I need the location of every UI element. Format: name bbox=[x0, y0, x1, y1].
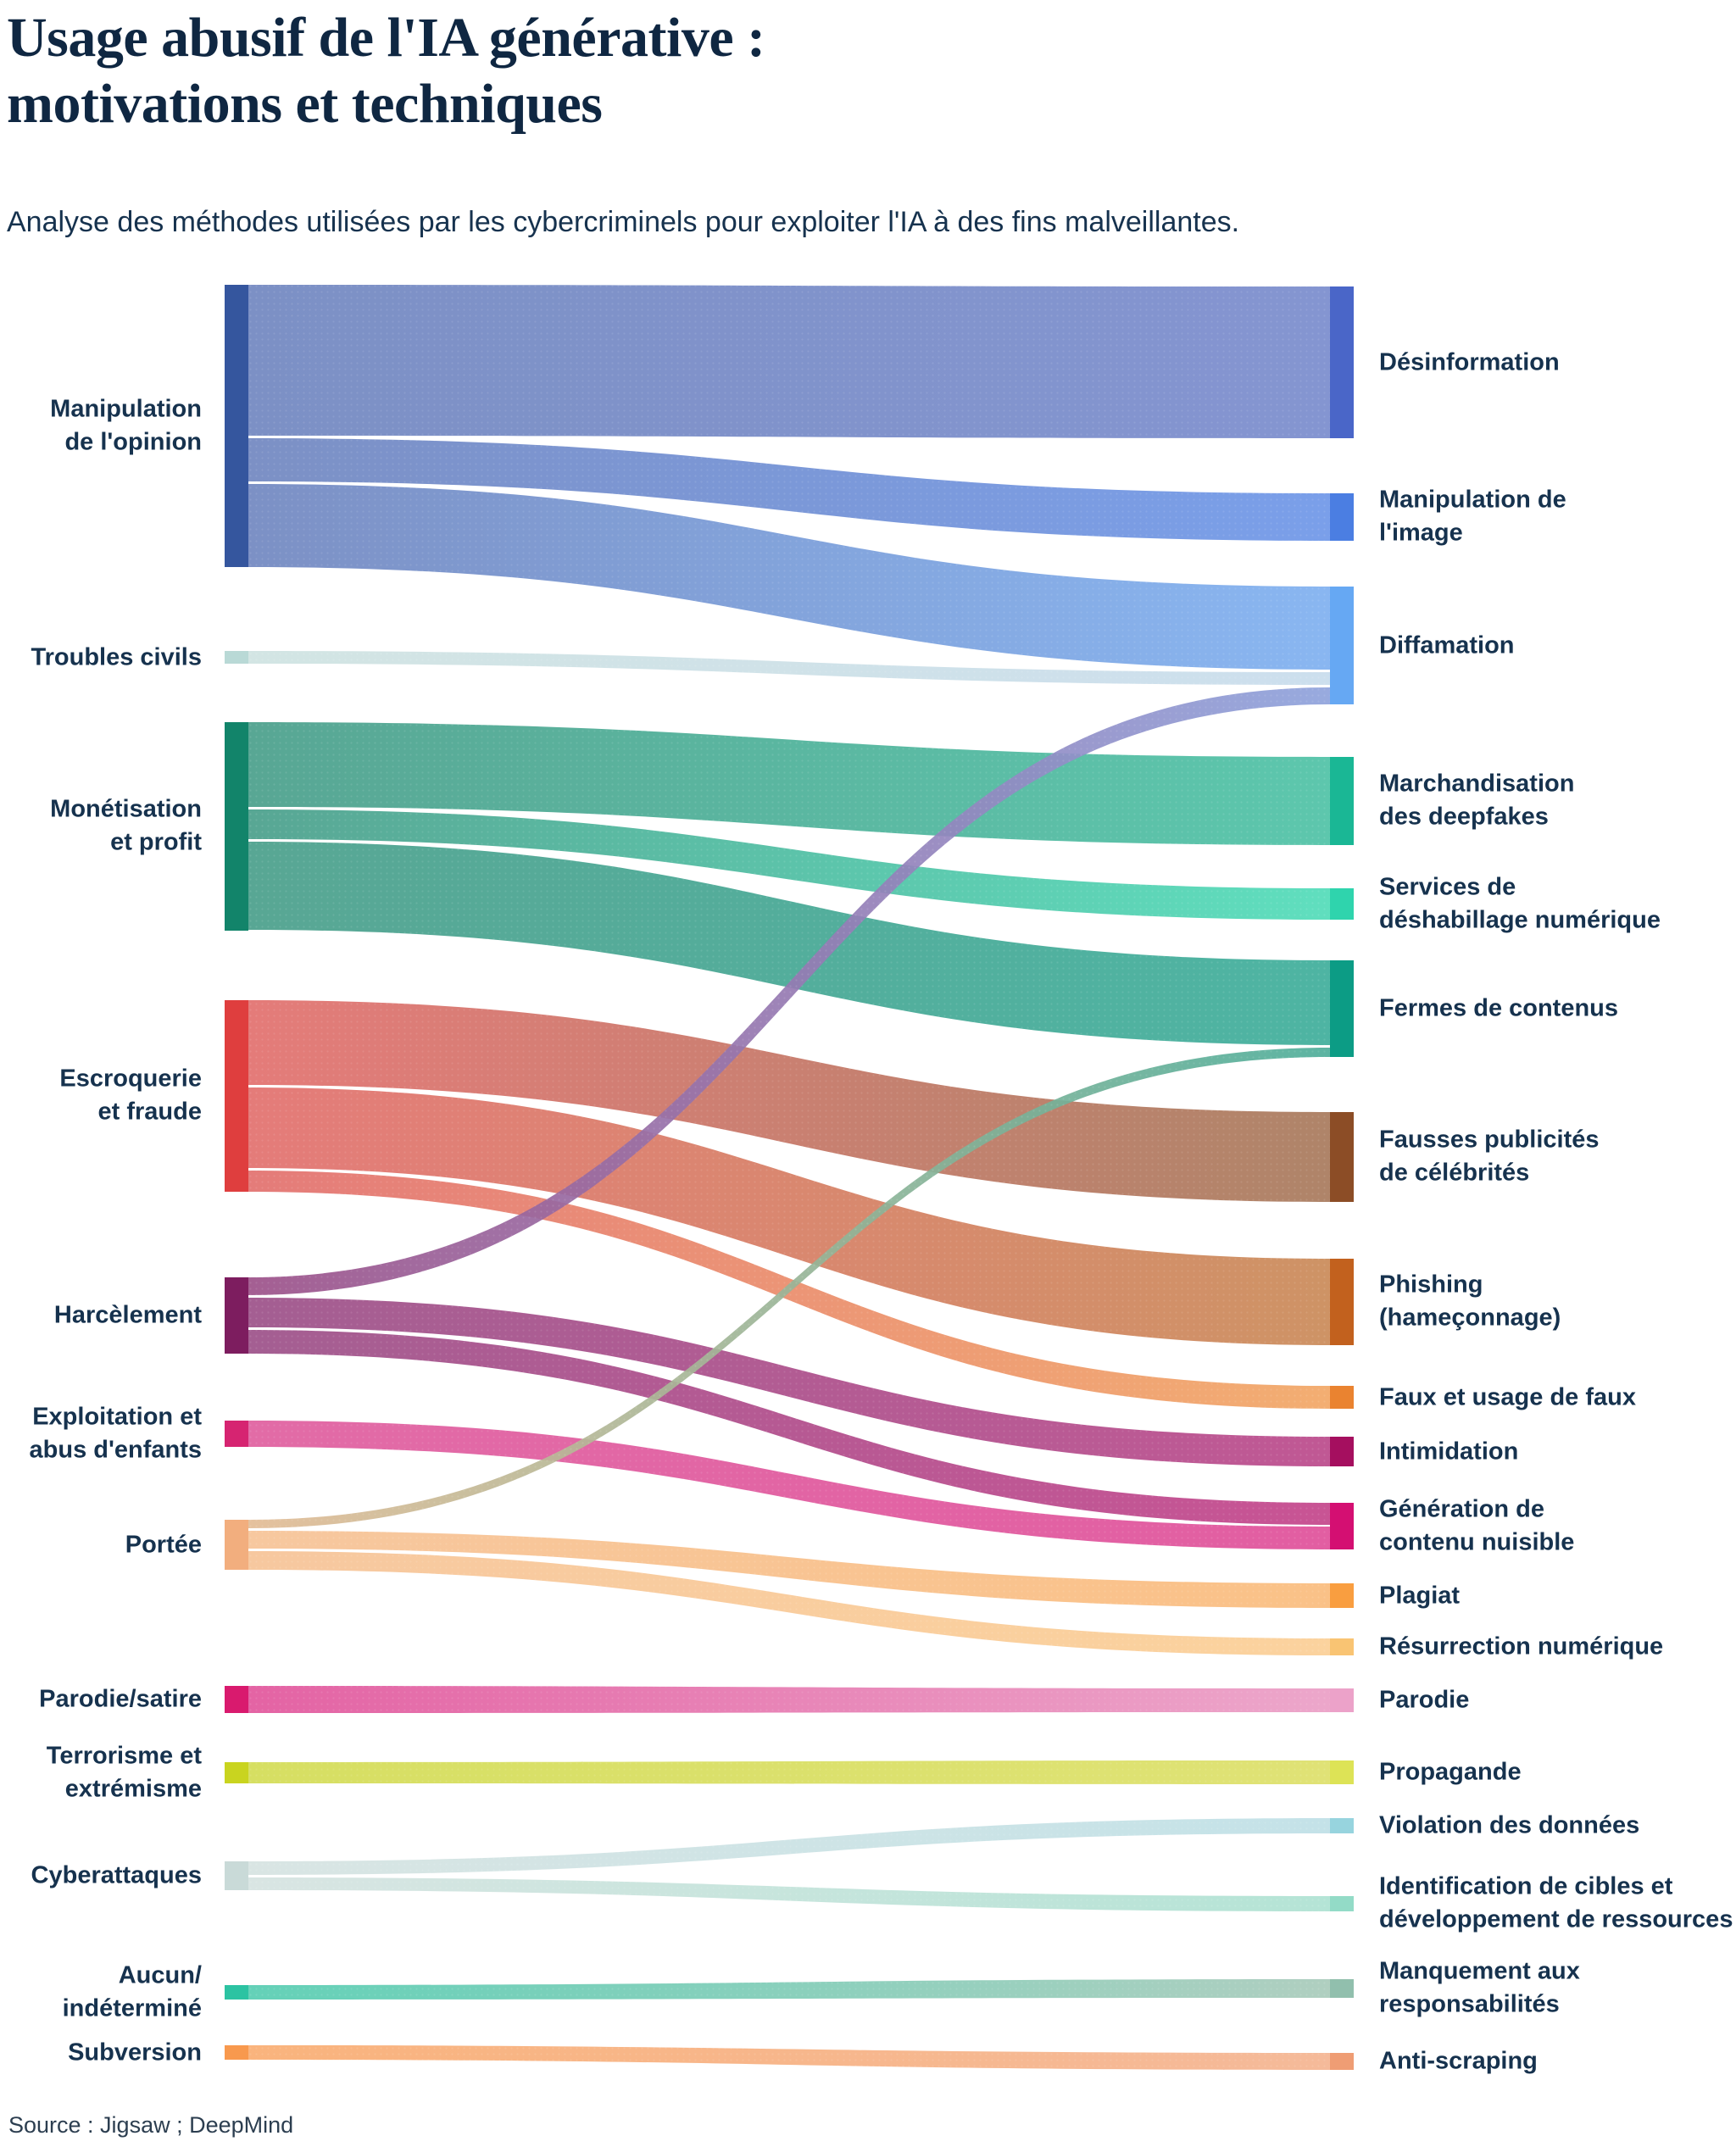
node-aucun bbox=[225, 1985, 248, 2000]
node-label-violation-donnees: Violation des données bbox=[1379, 1811, 1640, 1839]
node-fausses-pub bbox=[1330, 1112, 1354, 1202]
node-label-diffamation: Diffamation bbox=[1379, 631, 1515, 659]
node-subversion bbox=[225, 2045, 248, 2060]
node-label-terrorisme: Terrorisme et extrémisme bbox=[46, 1742, 202, 1803]
node-label-subversion: Subversion bbox=[68, 2038, 202, 2066]
node-manipulation-opinion bbox=[225, 285, 248, 567]
node-harcelement bbox=[225, 1277, 248, 1354]
node-label-fausses-pub: Fausses publicités de célébrités bbox=[1379, 1126, 1600, 1187]
node-label-phishing: Phishing (hameçonnage) bbox=[1379, 1271, 1561, 1332]
node-violation-donnees bbox=[1330, 1818, 1354, 1833]
node-label-faux: Faux et usage de faux bbox=[1379, 1382, 1636, 1410]
flow-texture bbox=[248, 1686, 1330, 1713]
flow-texture bbox=[248, 484, 1330, 670]
flow-texture bbox=[248, 1877, 1330, 1911]
flow-texture bbox=[248, 722, 1330, 845]
node-parodie bbox=[1330, 1688, 1354, 1712]
node-label-cyberattaques: Cyberattaques bbox=[31, 1861, 202, 1889]
node-cyberattaques bbox=[225, 1861, 248, 1890]
node-label-fermes: Fermes de contenus bbox=[1379, 994, 1619, 1022]
node-label-manquement: Manquement aux responsabilités bbox=[1379, 1957, 1580, 2018]
node-generation-nuisible bbox=[1330, 1503, 1354, 1549]
flow-texture bbox=[248, 687, 1330, 1295]
node-faux bbox=[1330, 1386, 1354, 1409]
node-phishing bbox=[1330, 1259, 1354, 1345]
flow-texture bbox=[248, 1087, 1330, 1345]
node-label-desinformation: Désinformation bbox=[1379, 348, 1560, 375]
flow-texture bbox=[248, 1979, 1330, 2000]
node-desinformation bbox=[1330, 286, 1354, 438]
node-fermes bbox=[1330, 960, 1354, 1057]
node-label-manipulation-opinion: Manipulation de l'opinion bbox=[50, 395, 202, 456]
flow-texture bbox=[248, 1421, 1330, 1549]
node-label-plagiat: Plagiat bbox=[1379, 1581, 1461, 1609]
flow-texture bbox=[248, 1531, 1330, 1608]
node-label-aucun: Aucun/ indéterminé bbox=[62, 1961, 202, 2022]
node-label-troubles-civils: Troubles civils bbox=[31, 642, 202, 670]
node-propagande bbox=[1330, 1760, 1354, 1784]
node-terrorisme bbox=[225, 1762, 248, 1783]
node-label-parodie: Parodie bbox=[1379, 1686, 1470, 1714]
node-label-intimidation: Intimidation bbox=[1379, 1437, 1519, 1465]
node-label-harcelement: Harcèlement bbox=[53, 1301, 202, 1329]
node-intimidation bbox=[1330, 1437, 1354, 1466]
node-label-resurrection: Résurrection numérique bbox=[1379, 1632, 1664, 1660]
node-anti-scraping bbox=[1330, 2053, 1354, 2070]
node-parodie-satire bbox=[225, 1686, 248, 1713]
page-subtitle: Analyse des méthodes utilisées par les c… bbox=[7, 206, 1240, 238]
node-portee bbox=[225, 1520, 248, 1570]
flow-texture bbox=[248, 438, 1330, 541]
node-identification-cibles bbox=[1330, 1896, 1354, 1911]
flow-texture bbox=[248, 809, 1330, 920]
node-label-deshabillage: Services de déshabillage numérique bbox=[1379, 873, 1661, 934]
flow-texture bbox=[248, 1000, 1330, 1202]
page-title: Usage abusif de l'IA générative : motivat… bbox=[7, 5, 765, 137]
title-line-2: motivations et techniques bbox=[7, 72, 603, 135]
node-label-exploitation-enfants: Exploitation et abus d'enfants bbox=[29, 1403, 202, 1464]
node-exploitation-enfants bbox=[225, 1421, 248, 1447]
node-resurrection bbox=[1330, 1638, 1354, 1655]
node-marchandisation bbox=[1330, 757, 1354, 845]
node-label-anti-scraping: Anti-scraping bbox=[1379, 2047, 1538, 2075]
node-label-portee: Portée bbox=[125, 1530, 202, 1558]
node-manip-image bbox=[1330, 493, 1354, 541]
node-label-generation-nuisible: Génération de contenu nuisible bbox=[1379, 1495, 1575, 1556]
flow-texture bbox=[248, 1298, 1330, 1466]
flow-texture bbox=[248, 1330, 1330, 1525]
node-label-propagande: Propagande bbox=[1379, 1758, 1522, 1786]
node-escroquerie bbox=[225, 1000, 248, 1192]
source-attribution: Source : Jigsaw ; DeepMind bbox=[8, 2112, 294, 2138]
flow-texture bbox=[248, 1048, 1330, 1528]
node-manquement bbox=[1330, 1979, 1354, 1998]
flow-texture bbox=[248, 1551, 1330, 1655]
node-label-escroquerie: Escroquerie et fraude bbox=[59, 1065, 202, 1126]
flow-texture bbox=[248, 2045, 1330, 2070]
flow-texture bbox=[248, 285, 1330, 438]
node-deshabillage bbox=[1330, 888, 1354, 920]
node-plagiat bbox=[1330, 1583, 1354, 1608]
node-label-manip-image: Manipulation de l'image bbox=[1379, 486, 1566, 547]
node-label-identification-cibles: Identification de cibles et développemen… bbox=[1379, 1872, 1733, 1933]
node-troubles-civils bbox=[225, 651, 248, 664]
node-diffamation bbox=[1330, 587, 1354, 704]
title-line-1: Usage abusif de l'IA générative : bbox=[7, 7, 765, 69]
node-label-parodie-satire: Parodie/satire bbox=[39, 1685, 202, 1713]
flow-texture bbox=[248, 651, 1330, 685]
flow-texture bbox=[248, 842, 1330, 1045]
node-label-marchandisation: Marchandisation des deepfakes bbox=[1379, 770, 1575, 831]
node-monetisation bbox=[225, 722, 248, 931]
flow-texture bbox=[248, 1818, 1330, 1875]
flow-texture bbox=[248, 1760, 1330, 1784]
node-label-monetisation: Monétisation et profit bbox=[50, 795, 202, 856]
